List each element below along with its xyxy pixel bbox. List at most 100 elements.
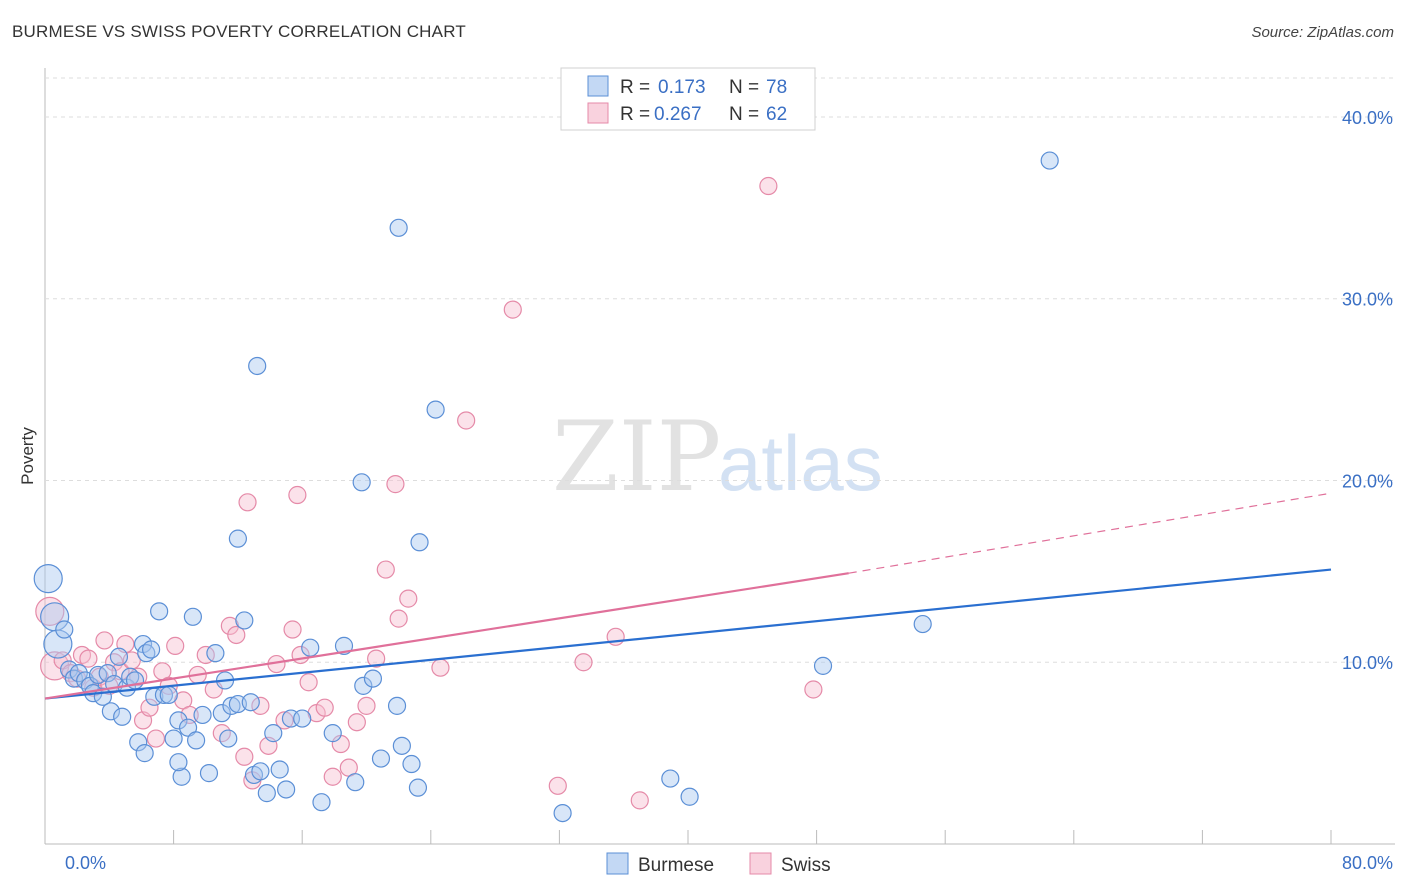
legend-n-label-burmese: N = <box>729 77 759 98</box>
burmese-point <box>199 764 219 783</box>
burmese-point <box>150 602 169 621</box>
legend-n-value-burmese: 78 <box>766 77 787 98</box>
burmese-point <box>813 656 833 675</box>
burmese-point <box>251 762 270 781</box>
swiss-point <box>347 713 366 732</box>
y-tick-label: 40.0% <box>1342 108 1393 128</box>
burmese-point <box>98 664 117 683</box>
trend-lines <box>44 492 1332 700</box>
swiss-point <box>288 485 307 505</box>
burmese-point <box>408 778 428 797</box>
burmese-point <box>109 647 129 666</box>
swiss-point <box>389 609 408 628</box>
legend-r-value-burmese: 0.173 <box>658 77 706 98</box>
watermark-atlas: atlas <box>718 419 883 507</box>
swiss-point <box>386 475 405 494</box>
burmese-point <box>33 564 63 594</box>
swiss-point <box>105 653 124 672</box>
burmese-point <box>43 629 73 659</box>
burmese-point <box>64 669 84 688</box>
y-axis-tick-labels: 10.0% 20.0% 30.0% 40.0% <box>1342 108 1393 673</box>
swiss-point <box>166 636 185 655</box>
burmese-point <box>55 620 74 639</box>
burmese-point <box>680 787 699 806</box>
bottom-legend: Burmese Swiss <box>606 852 831 876</box>
burmese-point <box>392 736 411 755</box>
burmese-point <box>346 773 365 792</box>
legend-n-value-swiss: 62 <box>766 104 787 125</box>
swiss-point <box>283 620 302 639</box>
burmese-point <box>334 636 354 655</box>
legend-r-label-burmese: R = <box>620 77 650 98</box>
chart-title: BURMESE VS SWISS POVERTY CORRELATION CHA… <box>12 22 466 41</box>
burmese-point <box>101 702 121 721</box>
burmese-point <box>426 400 445 419</box>
swiss-point <box>35 596 65 626</box>
burmese-point <box>389 218 408 237</box>
swiss-point <box>431 658 450 677</box>
swiss-point <box>235 747 254 766</box>
burmese-point <box>212 704 231 723</box>
burmese-point <box>257 784 276 803</box>
burmese-point <box>363 669 383 688</box>
swiss-point <box>503 300 522 319</box>
swiss-point <box>146 729 166 748</box>
swiss-point <box>457 411 476 430</box>
watermark-zip: ZIP <box>552 401 721 513</box>
swiss-point <box>759 176 778 196</box>
bottom-legend-swatch-burmese <box>606 852 629 875</box>
swiss-point <box>630 791 649 810</box>
burmese-point <box>164 729 183 748</box>
burmese-point <box>270 760 289 779</box>
burmese-point <box>387 696 407 715</box>
swiss-point <box>95 631 114 650</box>
burmese-point <box>60 660 79 679</box>
burmese-point <box>193 705 212 725</box>
burmese-point <box>222 696 241 715</box>
burmese-point <box>219 729 238 748</box>
swiss-point <box>140 698 159 717</box>
swiss-trend-extension <box>848 492 1332 574</box>
swiss-trend-line <box>44 572 849 700</box>
legend: R = 0.173 N = 78 R = 0.267 N = 62 <box>560 67 816 131</box>
swiss-point <box>315 698 334 717</box>
legend-n-label-swiss: N = <box>729 104 759 125</box>
swiss-point <box>399 589 418 608</box>
swiss-point <box>548 776 567 795</box>
x-tick-label-min: 0.0% <box>65 853 106 873</box>
burmese-point <box>169 711 188 730</box>
burmese-point <box>277 780 296 799</box>
burmese-point <box>129 733 148 752</box>
burmese-point <box>206 644 225 663</box>
swiss-point <box>804 680 823 699</box>
burmese-point <box>159 685 178 705</box>
burmese-point <box>235 611 254 630</box>
burmese-point <box>183 607 202 626</box>
burmese-point <box>187 731 206 750</box>
burmese-point <box>410 533 429 552</box>
legend-swatch-burmese <box>587 75 609 97</box>
burmese-point <box>553 804 572 823</box>
swiss-point <box>238 493 257 512</box>
bottom-legend-label-burmese: Burmese <box>638 855 714 876</box>
grid-lines <box>45 77 1395 663</box>
burmese-point <box>141 640 161 659</box>
burmese-point <box>354 676 373 695</box>
burmese-point <box>1040 151 1059 170</box>
burmese-point <box>402 754 421 774</box>
burmese-point <box>172 767 191 786</box>
burmese-point <box>371 749 391 768</box>
burmese-point <box>301 638 320 657</box>
burmese-point <box>264 724 283 743</box>
burmese-point <box>241 693 260 712</box>
swiss-point <box>227 625 246 645</box>
burmese-point <box>293 709 312 728</box>
burmese-point <box>323 724 342 743</box>
burmese-point <box>113 707 132 726</box>
burmese-point <box>69 664 88 683</box>
swiss-point <box>574 653 593 672</box>
swiss-point <box>275 711 294 730</box>
swiss-point <box>79 649 98 668</box>
burmese-point <box>352 473 371 492</box>
burmese-point <box>228 529 247 548</box>
